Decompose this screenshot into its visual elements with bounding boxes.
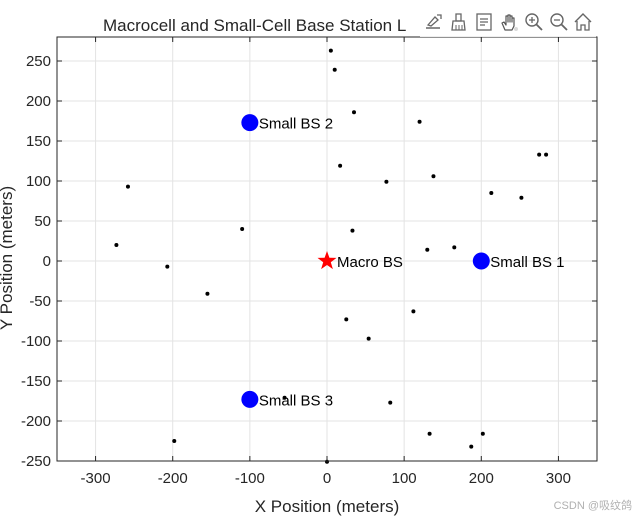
y-tick-label: 200 — [26, 93, 51, 110]
zoom-in-icon[interactable] — [525, 13, 543, 31]
user-point — [325, 459, 329, 464]
small-bs-label: Small BS 2 — [259, 116, 333, 133]
user-point — [350, 228, 355, 233]
small-bs-marker — [472, 252, 490, 270]
user-point — [452, 245, 457, 250]
x-tick-label: 200 — [469, 470, 494, 487]
x-tick-label: 100 — [392, 470, 417, 487]
y-tick-label: -150 — [21, 373, 51, 390]
user-point — [417, 119, 422, 124]
user-point — [165, 264, 170, 269]
pan-hand-icon[interactable] — [501, 14, 515, 31]
user-point — [431, 174, 436, 179]
user-point — [328, 48, 333, 53]
chart-title: Macrocell and Small-Cell Base Station L — [103, 16, 406, 35]
user-point — [338, 163, 343, 168]
brush-icon[interactable] — [451, 13, 466, 31]
user-point — [489, 191, 494, 195]
home-icon[interactable] — [574, 13, 592, 31]
y-tick-label: 150 — [26, 133, 51, 150]
y-axis-label: Y Position (meters) — [0, 186, 16, 330]
y-tick-label: 250 — [26, 53, 51, 70]
user-point — [469, 444, 474, 449]
datatip-icon[interactable] — [476, 13, 492, 31]
x-tick-label: -300 — [81, 470, 111, 487]
user-point — [114, 243, 119, 247]
small-bs-marker — [241, 114, 259, 132]
user-point — [205, 291, 210, 296]
y-tick-label: -100 — [21, 333, 51, 350]
watermark: CSDN @吸纹鸽 — [554, 498, 632, 512]
user-point — [544, 152, 549, 157]
y-tick-label: 50 — [34, 213, 51, 230]
small-bs-label: Small BS 1 — [490, 254, 564, 271]
user-point — [411, 309, 416, 314]
export-icon[interactable] — [426, 14, 442, 29]
macro-bs-label: Macro BS — [337, 254, 403, 271]
user-point — [519, 195, 524, 200]
user-point — [344, 317, 349, 322]
y-tick-label: -50 — [29, 293, 51, 310]
user-point — [427, 431, 432, 436]
y-tick-label: -250 — [21, 453, 51, 470]
y-tick-label: 100 — [26, 173, 51, 190]
small-bs-label: Small BS 3 — [259, 392, 333, 409]
user-point — [332, 67, 337, 72]
user-point — [480, 431, 485, 436]
x-tick-label: -200 — [158, 470, 188, 487]
base-stations: Macro BS Small BS 1 Small BS 2 Small BS 3 — [241, 114, 564, 409]
user-point — [384, 179, 389, 184]
user-point — [388, 400, 393, 405]
user-point — [366, 336, 371, 341]
user-point — [425, 247, 430, 252]
y-tick-label: -200 — [21, 413, 51, 430]
user-point — [282, 395, 287, 400]
x-axis-label: X Position (meters) — [255, 497, 400, 516]
axis-ticks: -300 -200 -100 0 100 200 300 -250 -200 -150 -100 -5… — [21, 37, 597, 487]
x-tick-label: 300 — [546, 470, 571, 487]
axes-box — [56, 36, 598, 462]
y-tick-label: 0 — [43, 253, 51, 270]
macro-bs-marker — [317, 251, 337, 270]
user-point — [352, 110, 356, 115]
user-point — [172, 439, 177, 443]
user-point — [537, 152, 542, 157]
zoom-out-icon[interactable] — [550, 13, 568, 31]
user-point — [240, 227, 245, 231]
small-bs-marker — [241, 390, 259, 408]
user-point — [125, 184, 130, 189]
axes-toolbar — [420, 9, 596, 37]
x-tick-label: -100 — [235, 470, 265, 487]
x-tick-label: 0 — [323, 470, 331, 487]
